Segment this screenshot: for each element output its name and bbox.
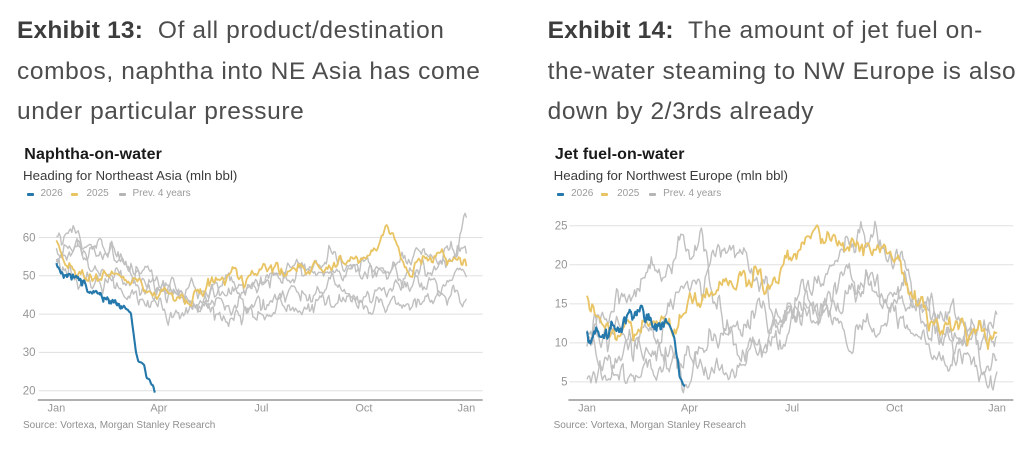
svg-text:20: 20 — [555, 260, 568, 272]
svg-text:Apr: Apr — [681, 403, 698, 415]
svg-text:Jan: Jan — [48, 403, 66, 415]
svg-text:30: 30 — [23, 347, 36, 359]
svg-text:5: 5 — [561, 377, 567, 389]
svg-text:Apr: Apr — [150, 403, 167, 415]
svg-text:15: 15 — [555, 299, 568, 311]
svg-text:50: 50 — [23, 271, 36, 283]
svg-text:Jul: Jul — [254, 403, 268, 415]
svg-text:Oct: Oct — [355, 403, 372, 415]
svg-text:40: 40 — [23, 309, 36, 321]
svg-text:Jan: Jan — [988, 403, 1006, 415]
svg-text:Jan: Jan — [578, 403, 596, 415]
svg-text:Oct: Oct — [886, 403, 903, 415]
svg-text:Jul: Jul — [785, 403, 799, 415]
svg-text:Jan: Jan — [458, 403, 476, 415]
svg-text:60: 60 — [23, 232, 36, 244]
svg-text:10: 10 — [555, 338, 568, 350]
svg-text:25: 25 — [555, 221, 568, 233]
svg-text:20: 20 — [23, 386, 36, 398]
